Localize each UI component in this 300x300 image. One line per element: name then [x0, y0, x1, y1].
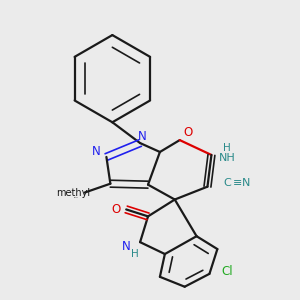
Text: N: N: [92, 146, 101, 158]
Text: O: O: [112, 203, 121, 216]
Text: H: H: [224, 143, 231, 153]
Text: Cl: Cl: [221, 266, 233, 278]
Text: H: H: [131, 249, 139, 259]
Text: C: C: [224, 178, 231, 188]
Text: methyl: methyl: [68, 192, 73, 193]
Text: ≡: ≡: [232, 178, 242, 188]
Text: N: N: [122, 240, 130, 253]
Text: methyl: methyl: [74, 197, 79, 198]
Text: NH: NH: [219, 153, 236, 163]
Text: N: N: [138, 130, 146, 142]
Text: N: N: [242, 178, 250, 188]
Text: methyl: methyl: [56, 188, 90, 198]
Text: O: O: [183, 126, 192, 139]
